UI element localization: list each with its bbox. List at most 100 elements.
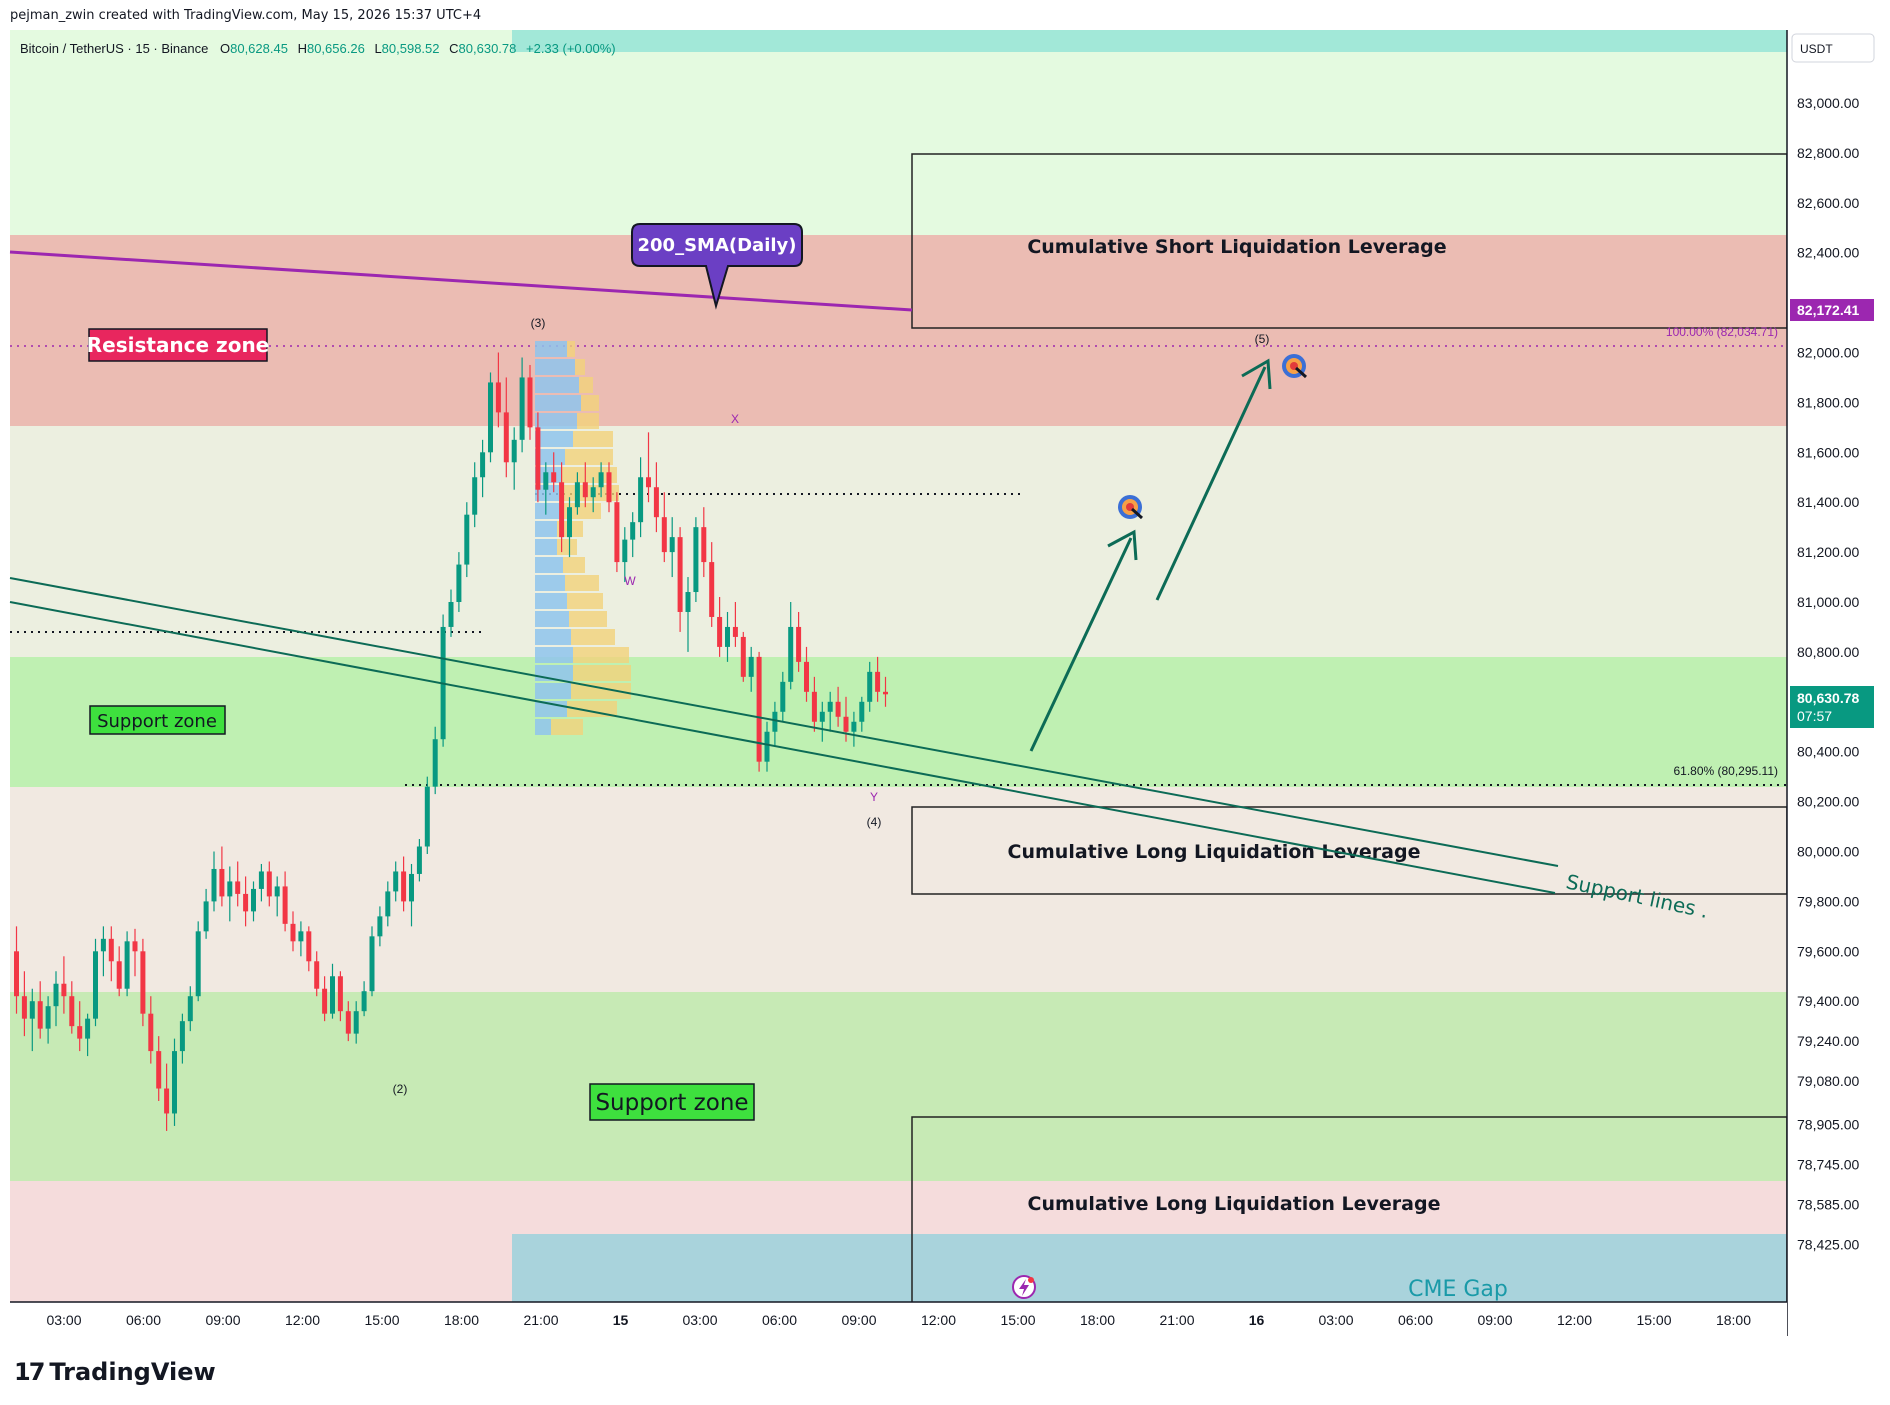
candle[interactable] [495,352,501,428]
candle[interactable] [53,971,59,1027]
candle[interactable] [243,876,249,927]
candle[interactable] [401,856,407,912]
candle[interactable] [235,861,241,907]
candle[interactable] [567,497,572,558]
candle[interactable] [29,988,35,1052]
support-line-lower[interactable] [9,601,1556,894]
candle[interactable] [164,1063,170,1131]
candle[interactable] [148,996,154,1064]
candle[interactable] [179,1013,185,1064]
candle[interactable] [772,701,778,747]
price-axis[interactable] [1787,30,1877,1336]
candle[interactable] [701,507,707,578]
candle[interactable] [416,839,422,882]
candle[interactable] [424,776,430,854]
candle[interactable] [764,721,770,772]
candle[interactable] [385,881,391,927]
candle[interactable] [859,696,865,732]
candle[interactable] [638,457,644,538]
candle[interactable] [14,926,19,1014]
candle[interactable] [875,656,881,702]
candle[interactable] [598,462,604,498]
candle[interactable] [393,861,399,902]
candle[interactable] [330,963,335,1019]
candle[interactable] [606,462,612,513]
candle[interactable] [124,931,130,997]
candle[interactable] [377,906,383,947]
projection-arrow-2[interactable] [1155,358,1272,601]
candle[interactable] [274,876,280,917]
candle[interactable] [61,956,67,1014]
support-line-upper[interactable] [9,577,1559,867]
candle[interactable] [219,846,225,907]
symbol-legend[interactable]: Bitcoin / TetherUS · 15 · Binance O80,62… [20,41,616,56]
candle[interactable] [472,462,478,528]
candle[interactable] [448,589,454,637]
candle[interactable] [780,671,786,722]
projection-arrow-1[interactable] [1029,529,1138,752]
candle[interactable] [527,364,533,440]
time-axis[interactable] [10,1302,1787,1336]
candle[interactable] [195,921,201,1002]
candle[interactable] [488,372,493,463]
candle[interactable] [827,691,833,732]
candle[interactable] [559,462,565,553]
candle[interactable] [503,377,509,478]
candle[interactable] [69,981,75,1034]
candle[interactable] [693,517,699,602]
candle[interactable] [369,926,375,997]
candle[interactable] [266,861,272,907]
candle[interactable] [322,976,328,1022]
candle[interactable] [535,412,541,503]
candle[interactable] [440,614,446,747]
candle[interactable] [677,527,683,632]
candle[interactable] [116,946,122,997]
candle[interactable] [709,542,715,627]
candle[interactable] [851,711,857,747]
candle[interactable] [187,986,193,1032]
candle[interactable] [172,1038,177,1126]
candle[interactable] [519,357,525,453]
candle[interactable] [574,472,580,515]
candle[interactable] [290,911,296,952]
candle[interactable] [85,1013,91,1057]
candle[interactable] [251,881,256,922]
sma-200-line[interactable] [9,250,913,312]
candle[interactable] [345,1001,351,1042]
candle[interactable] [306,926,312,972]
candle[interactable] [314,951,320,997]
candle[interactable] [211,851,217,912]
candle[interactable] [725,611,730,662]
candle[interactable] [883,676,888,707]
candle[interactable] [480,439,486,498]
flash-icon[interactable] [1012,1275,1036,1299]
candle[interactable] [511,427,517,490]
candlestick-series[interactable] [14,352,888,1131]
candle[interactable] [156,1036,162,1101]
candle[interactable] [282,871,288,932]
candle[interactable] [21,971,27,1037]
candle[interactable] [353,1001,359,1044]
candle[interactable] [464,502,470,578]
candle[interactable] [45,996,51,1044]
candle[interactable] [132,928,138,977]
candle[interactable] [298,921,304,957]
candle[interactable] [227,866,233,922]
candle[interactable] [203,888,209,939]
candle[interactable] [796,611,802,672]
candle[interactable] [804,646,809,702]
candle[interactable] [740,631,746,682]
candle[interactable] [669,517,675,578]
candle[interactable] [93,938,98,1027]
candle[interactable] [551,452,557,493]
candle[interactable] [108,926,114,982]
candle[interactable] [614,492,620,573]
candle[interactable] [685,577,691,652]
candle[interactable] [732,602,738,647]
candle[interactable] [661,492,667,563]
candle[interactable] [543,462,549,515]
candle[interactable] [140,938,146,1027]
candle[interactable] [37,981,43,1039]
candle[interactable] [835,686,841,727]
sma-callout[interactable]: 200_SMA(Daily) [631,223,803,310]
